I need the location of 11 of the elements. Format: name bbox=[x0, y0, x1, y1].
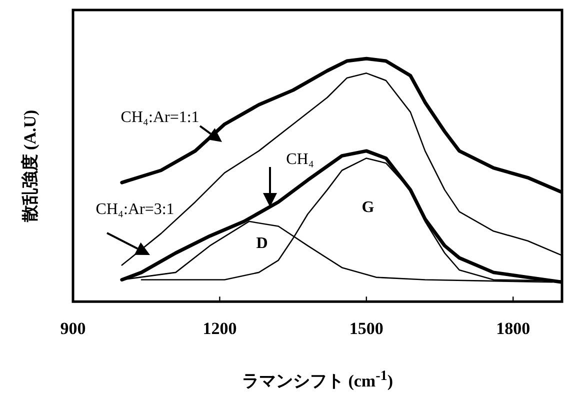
y-axis-title: 散乱強度 (A.U) bbox=[20, 110, 40, 222]
series-label: CH₄:Ar=1:1 bbox=[120, 109, 200, 126]
text: G bbox=[362, 199, 375, 216]
series-label: CH₄:Ar=3:1 bbox=[96, 201, 174, 218]
series-label: D bbox=[256, 235, 268, 252]
x-tick-label: 900 bbox=[60, 319, 86, 338]
x-tick-label: 1500 bbox=[349, 319, 384, 338]
series-label: CH₄ bbox=[286, 151, 314, 168]
x-axis-title: ラマンシフト (cm$^{-1}$) bbox=[240, 368, 394, 393]
x-tick-label: 1200 bbox=[202, 319, 237, 338]
x-tick-label: 1800 bbox=[496, 319, 530, 338]
